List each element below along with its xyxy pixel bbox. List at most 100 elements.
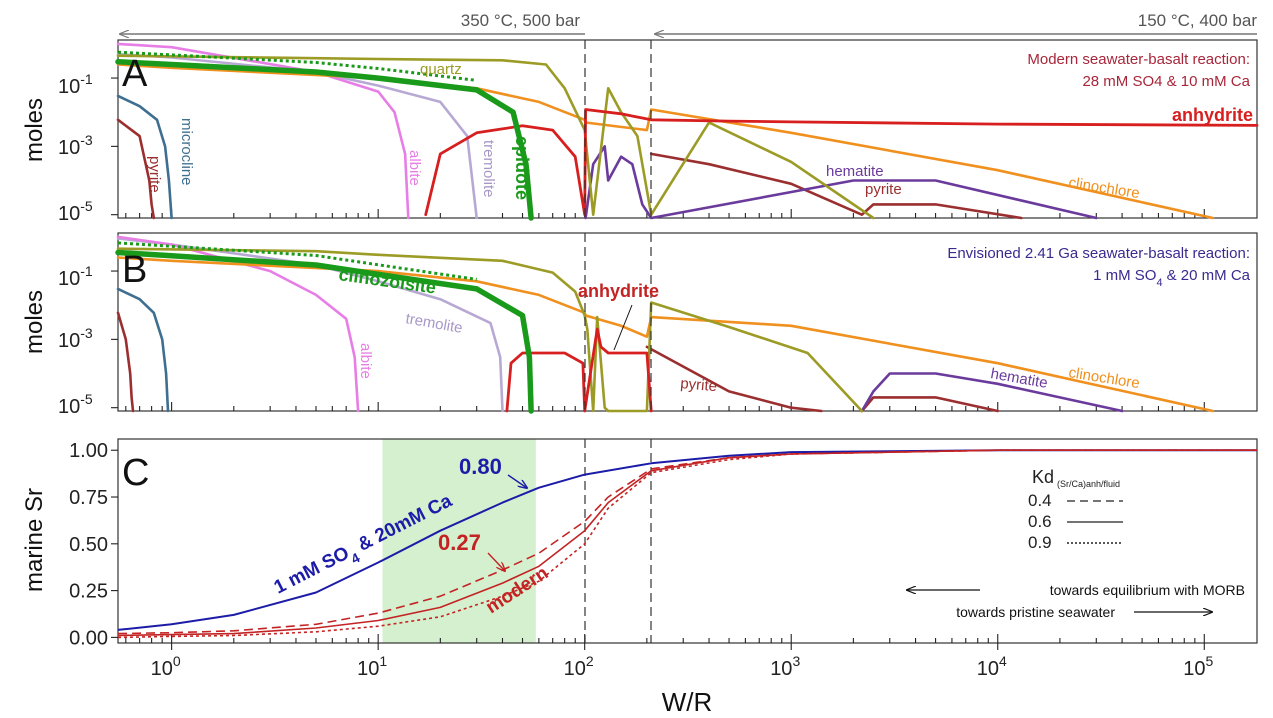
label-albite-b: albite xyxy=(357,343,374,379)
series-line-albite xyxy=(116,235,360,413)
exponent: 2 xyxy=(586,653,594,669)
value-label-red: 0.27 xyxy=(438,530,481,555)
panel-b-axis-ticks xyxy=(125,402,1205,411)
series-line-quartz xyxy=(116,54,875,220)
series-line-1-mm-so4-20mm-ca xyxy=(117,449,1257,631)
panel-c-ytick-1: 0.25 xyxy=(69,581,108,603)
panel-a: A moles Modern seawater-basalt reaction:… xyxy=(21,39,1259,225)
kd-legend: Kd (Sr/Ca)anh/fluid 0.4 0.6 0.9 xyxy=(1028,467,1123,552)
exponent: -1 xyxy=(80,263,93,279)
panel-a-ytick-3: 10-5 xyxy=(58,198,93,225)
label-pyrite-b: pyrite xyxy=(680,375,718,395)
series-line-pyrite-late-2- xyxy=(860,396,999,413)
series-line-clinochlore xyxy=(116,256,1215,413)
series-line-clinozoisite xyxy=(115,249,534,414)
x-axis-title: W/R xyxy=(662,687,713,717)
series-line-modern-kd-0-6 xyxy=(117,449,1257,637)
panel-a-series xyxy=(111,42,1259,221)
series-line-anhydrite xyxy=(505,327,653,413)
panel-a-ytick-2: 10-3 xyxy=(58,132,93,159)
exponent: -5 xyxy=(80,391,93,407)
exponent: 1 xyxy=(379,653,387,669)
series-line-tremolite xyxy=(116,237,504,413)
arrow-left-text: towards equilibrium with MORB xyxy=(1050,582,1245,598)
kd-legend-title-main: Kd xyxy=(1032,467,1054,487)
label-hematite-a: hematite xyxy=(826,163,884,180)
panel-b-note-line2-text: 1 mM SO4 & 20 mM Ca xyxy=(1093,267,1251,289)
series-line-microcline xyxy=(116,94,173,220)
value-label-blue: 0.80 xyxy=(459,454,502,479)
x-tick-label: 101 xyxy=(357,653,387,680)
label-albite-a: albite xyxy=(406,150,423,186)
series-line-pyrite xyxy=(116,118,156,220)
exponent: -3 xyxy=(80,132,93,148)
label-epidote-a: epidote xyxy=(512,136,532,200)
x-tick-label: 105 xyxy=(1183,653,1213,680)
x-tick-label: 102 xyxy=(564,653,594,680)
panel-c-frame xyxy=(117,438,1258,644)
x-axis-tick-labels: 100 101 102 103 104 105 xyxy=(151,643,1214,680)
panel-b-frame xyxy=(117,232,1258,412)
exponent: 3 xyxy=(792,653,800,669)
label-pyrite-a: pyrite xyxy=(146,156,163,193)
panel-a-note-line1: Modern seawater-basalt reaction: xyxy=(1027,51,1250,68)
label-clinochlore-a: clinochlore xyxy=(1067,174,1140,202)
label-pyrite2-a: pyrite xyxy=(865,181,902,198)
exponent: -3 xyxy=(80,325,93,341)
series-line-clinozoisite-dotted xyxy=(117,241,477,281)
panel-a-letter: A xyxy=(122,53,148,95)
exponent: 5 xyxy=(1206,653,1214,669)
arrow-right-text: towards pristine seawater xyxy=(956,604,1115,620)
panel-b: B moles Envisioned 2.41 Ga seawater-basa… xyxy=(21,232,1258,418)
series-line-microcline xyxy=(116,287,170,413)
anhydrite-b-pointer xyxy=(613,304,633,351)
panel-a-note-line2: 28 mM SO4 & 10 mM Ca xyxy=(1082,73,1250,90)
exponent: -1 xyxy=(80,71,93,87)
panel-c-letter: C xyxy=(122,452,149,494)
series-line-pyrite-late- xyxy=(645,345,823,413)
x-tick-label: 100 xyxy=(151,653,181,680)
x-tick-label: 104 xyxy=(977,653,1007,680)
label-anhydrite-a: anhydrite xyxy=(1172,105,1253,125)
exponent: 0 xyxy=(173,653,181,669)
series-line-epidote-dotted xyxy=(117,50,477,82)
panel-b-note-line1: Envisioned 2.41 Ga seawater-basalt react… xyxy=(947,245,1250,262)
series-line-quartz xyxy=(116,247,864,413)
panel-c-ylabel: marine Sr xyxy=(21,488,48,592)
series-line-pyrite xyxy=(116,311,135,413)
kd-legend-item-1: 0.6 xyxy=(1028,512,1052,531)
series-line-anhydrite xyxy=(424,108,1259,217)
panel-c: C marine Sr 0.00 0.25 0.50 0.75 1.00 0.8… xyxy=(21,438,1258,649)
panel-c-ytick-0: 0.00 xyxy=(69,627,108,649)
label-microcline-a: microcline xyxy=(178,118,195,186)
panel-c-series xyxy=(117,449,1257,639)
panel-b-note-line2: 1 mM SO4 & 20 mM Ca xyxy=(1093,267,1251,289)
label-tremolite-b: tremolite xyxy=(404,310,464,337)
right-condition-label: 150 °C, 400 bar xyxy=(1138,11,1258,30)
panel-b-letter: B xyxy=(122,249,147,291)
series-line-modern-kd-0-9 xyxy=(117,449,1257,639)
series-line-pyrite-late- xyxy=(649,152,1023,220)
series-line-clinochlore xyxy=(116,63,1215,220)
panel-a-frame xyxy=(117,39,1258,219)
kd-legend-item-2: 0.9 xyxy=(1028,533,1052,552)
panel-c-ytick-3: 0.75 xyxy=(69,487,108,509)
condition-header: 350 °C, 500 bar 150 °C, 400 bar xyxy=(120,11,1257,34)
kd-legend-item-0: 0.4 xyxy=(1028,491,1052,510)
kd-legend-title: Kd (Sr/Ca)anh/fluid xyxy=(1032,467,1120,489)
kd-legend-title-sub: (Sr/Ca)anh/fluid xyxy=(1057,479,1120,489)
series-line-albite xyxy=(116,42,410,220)
panel-b-ylabel: moles xyxy=(21,290,48,354)
series-line-epidote xyxy=(115,59,534,221)
panel-b-ytick-1: 10-1 xyxy=(58,263,93,290)
panel-b-ytick-3: 10-5 xyxy=(58,391,93,418)
x-tick-label: 103 xyxy=(770,653,800,680)
panel-a-axis-ticks xyxy=(125,209,1205,218)
panel-c-ytick-2: 0.50 xyxy=(69,534,108,556)
panel-c-ytick-4: 1.00 xyxy=(69,440,108,462)
label-clinozoisite-b: clinozoisite xyxy=(337,264,437,297)
subscript-4: 4 xyxy=(1156,277,1162,289)
value-arrow-blue xyxy=(507,474,527,488)
label-tremolite-a: tremolite xyxy=(480,140,497,198)
